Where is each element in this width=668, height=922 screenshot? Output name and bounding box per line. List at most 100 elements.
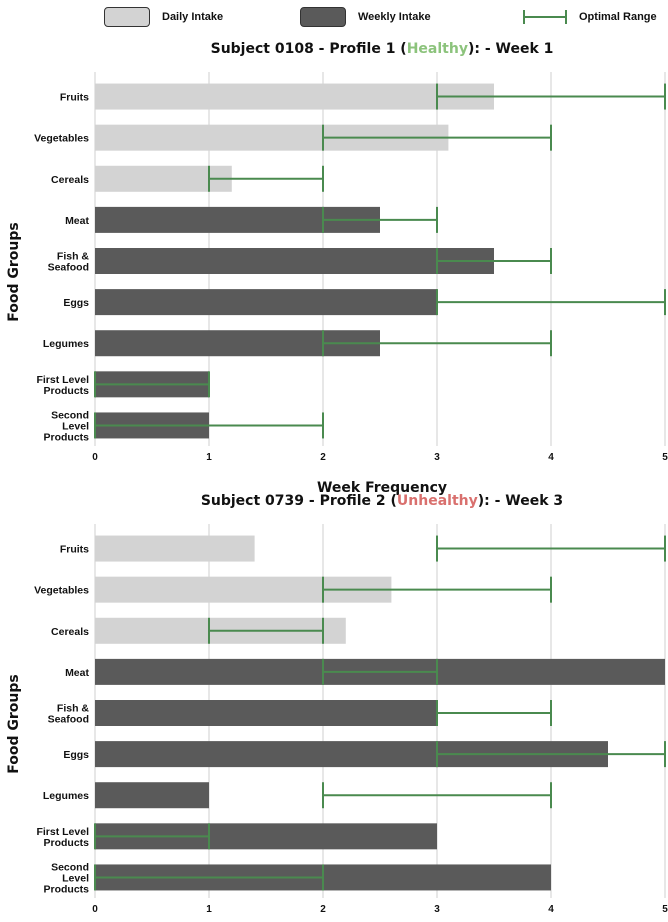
- chart2-category-cereals-line-1: Cereals: [51, 626, 89, 638]
- chart2-xtick-1: 1: [206, 904, 212, 915]
- legend-label-range: Optimal Range: [579, 11, 657, 23]
- chart2-title-part-3: ): - Week 3: [478, 493, 563, 509]
- legend-label-daily: Daily Intake: [162, 11, 224, 23]
- chart2-bar-fruits: [95, 535, 255, 562]
- chart2-ylabel: Food Groups: [6, 674, 22, 773]
- charts-svg: Subject 0108 - Profile 1 (Healthy): - We…: [6, 41, 668, 915]
- chart1-category-legumes: Legumes: [43, 338, 89, 350]
- chart1-category-vegetables: Vegetables: [34, 133, 89, 145]
- chart1-range-legumes: [322, 330, 552, 357]
- chart1-category-fish-seafood-line-1: Fish &: [57, 251, 90, 263]
- chart2-category-fruits-line-1: Fruits: [60, 544, 89, 556]
- chart1-range-fruits: [436, 83, 666, 110]
- chart1-category-second-level-products-line-3: Products: [43, 431, 89, 443]
- chart2-category-fish-seafood-line-2: Seafood: [48, 714, 89, 726]
- chart2-category-first-level-products-line-1: First Level: [36, 826, 89, 838]
- chart1-range-second-level-products: [94, 412, 324, 439]
- chart1-category-cereals: Cereals: [51, 174, 89, 186]
- chart1-range-eggs: [436, 289, 666, 316]
- chart2-category-second-level-products: Second Level Products: [43, 861, 89, 895]
- chart1-category-meat: Meat: [65, 215, 89, 227]
- chart1-category-fish-seafood: Fish & Seafood: [48, 251, 90, 274]
- chart1-category-second-level-products-line-2: Level: [62, 420, 89, 432]
- chart2-title-part-2: Unhealthy: [397, 493, 478, 509]
- chart1-title: Subject 0108 - Profile 1 (Healthy): - We…: [211, 41, 554, 57]
- legend-swatch-daily: [104, 7, 150, 27]
- chart1-xtick-2: 2: [320, 452, 326, 463]
- chart2-category-meat-line-1: Meat: [65, 667, 89, 679]
- chart2-category-fish-seafood-line-1: Fish &: [57, 703, 90, 715]
- chart1-category-vegetables-line-1: Vegetables: [34, 133, 89, 145]
- chart2-bar-fish-seafood: [95, 700, 437, 726]
- legend-item-daily: Daily Intake: [104, 6, 223, 28]
- chart1-range-fish-seafood: [436, 248, 552, 274]
- chart2-panel: Subject 0739 - Profile 2 (Unhealthy): - …: [6, 493, 668, 915]
- chart1-xlabel: Week Frequency: [317, 480, 447, 496]
- chart2-category-fruits: Fruits: [60, 544, 89, 556]
- chart1-category-fruits: Fruits: [60, 92, 89, 104]
- chart1-category-first-level-products: First Level Products: [36, 374, 89, 397]
- chart2-category-fish-seafood: Fish & Seafood: [48, 703, 90, 726]
- chart1-bar-fish-seafood: [95, 248, 494, 274]
- chart2-category-meat: Meat: [65, 667, 89, 679]
- chart2-range-fish-seafood: [436, 700, 552, 726]
- chart2-category-eggs-line-1: Eggs: [63, 749, 89, 761]
- chart1-category-eggs: Eggs: [63, 297, 89, 309]
- chart2-xtick-5: 5: [662, 904, 668, 915]
- chart1-title-part-2: Healthy: [407, 41, 468, 57]
- chart2-category-eggs: Eggs: [63, 749, 89, 761]
- chart1-xtick-3: 3: [434, 452, 440, 463]
- chart1-category-first-level-products-line-2: Products: [43, 385, 89, 397]
- chart1-category-meat-line-1: Meat: [65, 215, 89, 227]
- chart1-category-second-level-products: Second Level Products: [43, 409, 89, 443]
- chart1-range-vegetables: [322, 124, 552, 151]
- chart1-category-legumes-line-1: Legumes: [43, 338, 89, 350]
- chart2-category-second-level-products-line-3: Products: [43, 883, 89, 895]
- chart2-xtick-0: 0: [92, 904, 98, 915]
- chart1-ylabel: Food Groups: [6, 222, 22, 321]
- chart1-category-eggs-line-1: Eggs: [63, 297, 89, 309]
- chart2-range-vegetables: [322, 576, 552, 603]
- chart2-category-first-level-products-line-2: Products: [43, 837, 89, 849]
- chart1-category-second-level-products-line-1: Second: [51, 409, 89, 421]
- chart1-bar-eggs: [95, 289, 437, 316]
- chart1-category-fruits-line-1: Fruits: [60, 92, 89, 104]
- chart2-range-meat: [322, 658, 438, 685]
- chart2-range-fruits: [436, 535, 666, 562]
- chart2-category-vegetables: Vegetables: [34, 585, 89, 597]
- legend-item-range: Optimal Range: [523, 6, 657, 28]
- chart2-range-cereals: [208, 617, 324, 644]
- chart2-bar-legumes: [95, 782, 209, 809]
- chart2-xtick-2: 2: [320, 904, 326, 915]
- chart1-title-part-3: ): - Week 1: [468, 41, 553, 57]
- chart2-range-first-level-products: [94, 823, 210, 850]
- chart1-category-first-level-products-line-1: First Level: [36, 374, 89, 386]
- chart2-category-legumes: Legumes: [43, 790, 89, 802]
- chart1-xtick-0: 0: [92, 452, 98, 463]
- legend-item-weekly: Weekly Intake: [300, 6, 431, 28]
- chart2-xtick-4: 4: [548, 904, 554, 915]
- chart1-bar-fruits: [95, 83, 494, 110]
- legend: Daily Intake Weekly Intake Optimal Range: [0, 0, 668, 34]
- chart2-category-vegetables-line-1: Vegetables: [34, 585, 89, 597]
- chart2-xtick-3: 3: [434, 904, 440, 915]
- chart1-title-part-1: Subject 0108 - Profile 1 (: [211, 41, 407, 57]
- chart1-panel: Subject 0108 - Profile 1 (Healthy): - We…: [6, 41, 668, 496]
- chart1-category-cereals-line-1: Cereals: [51, 174, 89, 186]
- chart1-xtick-5: 5: [662, 452, 668, 463]
- chart2-category-first-level-products: First Level Products: [36, 826, 89, 849]
- chart2-category-legumes-line-1: Legumes: [43, 790, 89, 802]
- legend-label-weekly: Weekly Intake: [358, 11, 431, 23]
- chart2-title: Subject 0739 - Profile 2 (Unhealthy): - …: [201, 493, 563, 509]
- chart1-range-meat: [322, 206, 438, 233]
- legend-range-marker: [523, 10, 567, 24]
- chart2-category-cereals: Cereals: [51, 626, 89, 638]
- chart1-xtick-1: 1: [206, 452, 212, 463]
- chart1-category-fish-seafood-line-2: Seafood: [48, 262, 89, 274]
- chart2-category-second-level-products-line-1: Second: [51, 861, 89, 873]
- chart1-xtick-4: 4: [548, 452, 554, 463]
- chart2-category-second-level-products-line-2: Level: [62, 872, 89, 884]
- legend-swatch-weekly: [300, 7, 346, 27]
- chart1-range-cereals: [208, 165, 324, 192]
- chart2-range-eggs: [436, 741, 666, 768]
